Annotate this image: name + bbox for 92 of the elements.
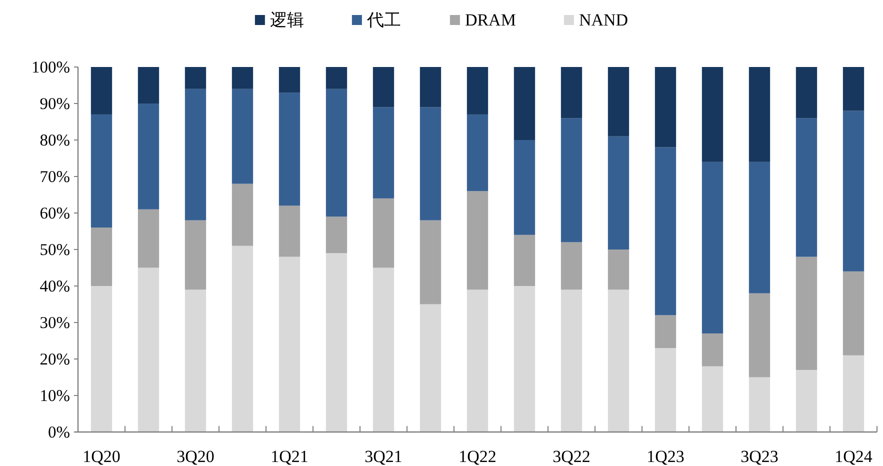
y-tick-label: 80% (40, 130, 70, 150)
bar (90, 228, 112, 286)
bar (466, 67, 488, 114)
bar (748, 67, 770, 162)
legend-label: NAND (578, 10, 628, 30)
bar (608, 136, 630, 250)
bar (654, 67, 676, 148)
bar (278, 67, 300, 93)
x-tick-label: 3Q20 (176, 447, 214, 466)
bar (702, 67, 724, 162)
bar (560, 118, 582, 242)
bar (842, 271, 864, 356)
bar (514, 140, 536, 235)
y-tick-label: 30% (40, 313, 70, 332)
bar (560, 290, 582, 432)
bar (466, 290, 488, 432)
bar (184, 220, 206, 290)
bar (702, 162, 724, 334)
y-tick-label: 70% (40, 167, 70, 186)
bar (90, 67, 112, 114)
x-tick-label: 3Q23 (740, 447, 778, 466)
bar (702, 366, 724, 432)
bar (184, 88, 206, 220)
bar (372, 198, 394, 268)
y-tick-label: 60% (40, 204, 70, 222)
bar (466, 191, 488, 290)
y-tick-label: 20% (40, 350, 70, 368)
x-tick-label: 1Q22 (458, 447, 496, 466)
bar (138, 209, 160, 268)
x-tick-label: 1Q20 (82, 447, 120, 466)
bar (138, 104, 160, 210)
y-tick-label: 50% (40, 240, 70, 259)
bar (748, 162, 770, 294)
bar (326, 253, 348, 432)
bar (796, 370, 818, 432)
bar (608, 67, 630, 136)
bar (138, 67, 160, 104)
bar (842, 110, 864, 272)
bar (560, 67, 582, 118)
bar (184, 290, 206, 432)
bar (420, 220, 442, 304)
bar (748, 293, 770, 378)
legend-label: 逻辑 (270, 10, 304, 30)
bar (90, 114, 112, 228)
bar (278, 206, 300, 257)
bar (514, 286, 536, 432)
bar (796, 67, 818, 118)
bar (466, 114, 488, 192)
bar (278, 92, 300, 206)
bar (702, 333, 724, 366)
bar (232, 88, 254, 184)
y-tick-label: 100% (32, 58, 70, 76)
y-tick-label: 90% (40, 94, 70, 113)
x-tick-label: 3Q22 (552, 447, 590, 466)
x-tick-label: 1Q23 (646, 447, 684, 466)
bar (842, 355, 864, 432)
bar (420, 304, 442, 432)
bar (278, 256, 300, 432)
bar (796, 118, 818, 257)
bar (184, 67, 206, 89)
bar (842, 67, 864, 111)
bar (654, 348, 676, 432)
y-tick-label: 0% (48, 422, 70, 442)
x-tick-label: 1Q21 (270, 447, 308, 466)
bar (560, 242, 582, 290)
y-tick-label: 10% (40, 386, 70, 405)
x-tick-label: 3Q21 (364, 447, 402, 466)
bar (654, 147, 676, 316)
bar (514, 234, 536, 286)
bar (654, 315, 676, 348)
bar (608, 250, 630, 290)
bar (420, 67, 442, 108)
bar (90, 286, 112, 432)
bar (326, 216, 348, 254)
bar (138, 268, 160, 432)
bar (232, 246, 254, 432)
bar (748, 377, 770, 432)
bar (372, 67, 394, 108)
legend-label: DRAM (464, 10, 516, 30)
bar (372, 268, 394, 432)
bar (514, 67, 536, 140)
bar (372, 107, 394, 198)
bar (420, 107, 442, 220)
legend-label: 代工 (366, 10, 401, 30)
bar (326, 67, 348, 89)
bar (232, 184, 254, 246)
bar (326, 88, 348, 217)
bar (608, 290, 630, 432)
x-tick-label: 1Q24 (834, 447, 873, 466)
bar (232, 67, 254, 89)
y-tick-label: 40% (40, 276, 70, 296)
bar (796, 256, 818, 370)
